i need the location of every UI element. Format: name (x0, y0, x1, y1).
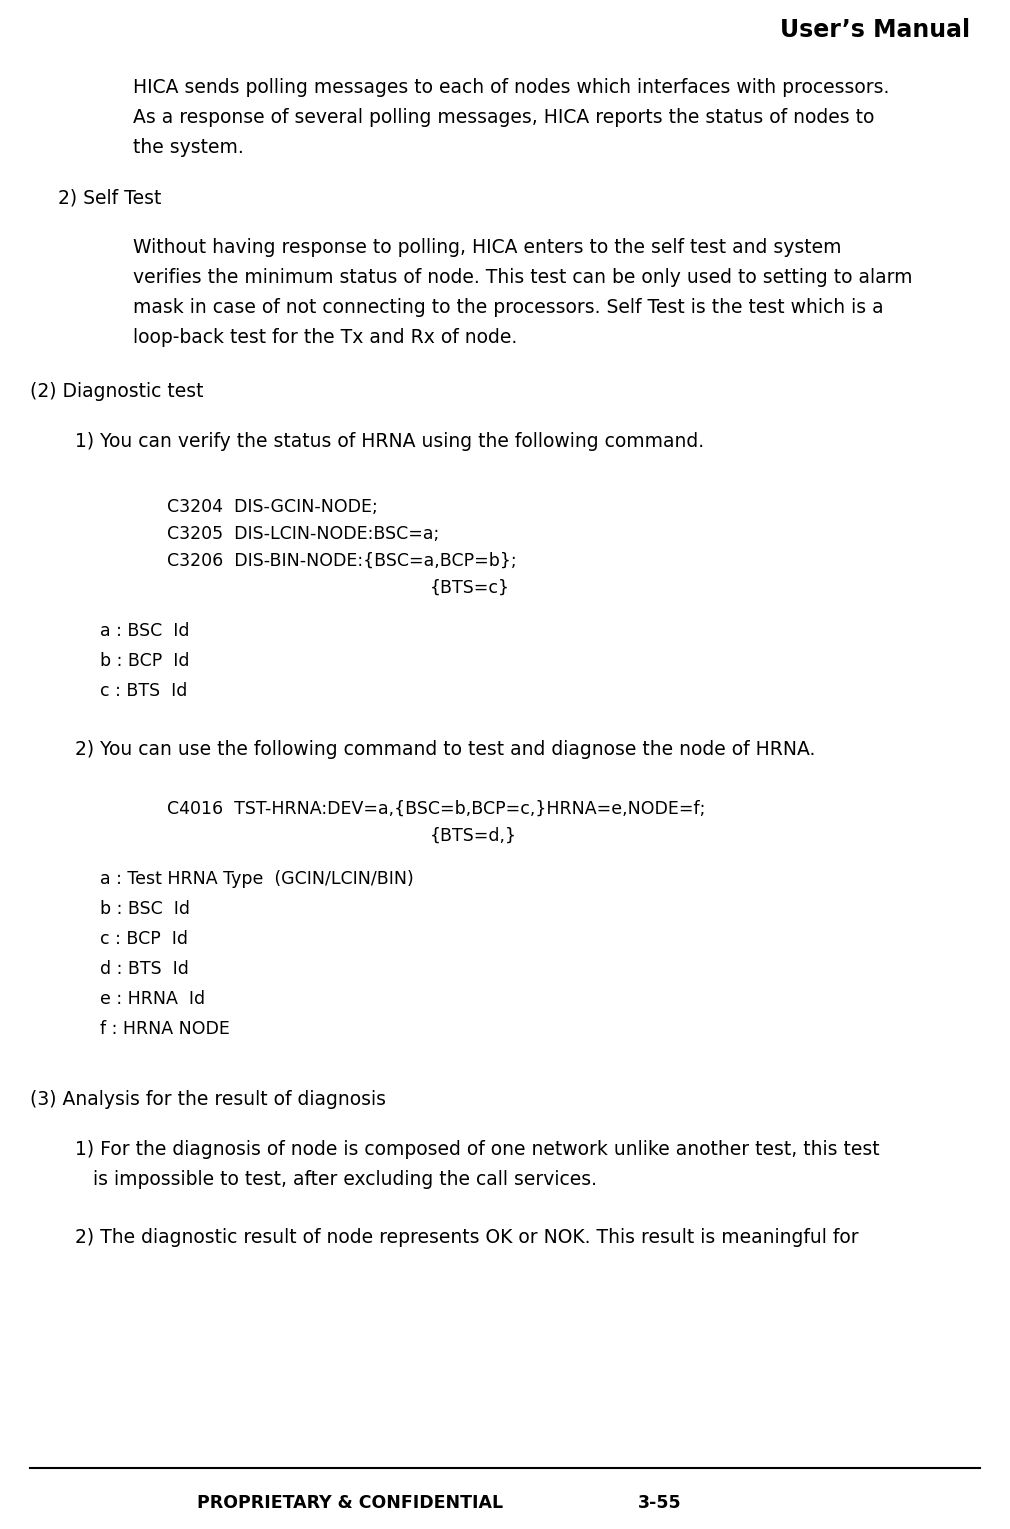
Text: c : BTS  Id: c : BTS Id (100, 682, 188, 700)
Text: mask in case of not connecting to the processors. Self Test is the test which is: mask in case of not connecting to the pr… (133, 298, 884, 317)
Text: C3205  DIS-LCIN-NODE:BSC=a;: C3205 DIS-LCIN-NODE:BSC=a; (167, 524, 439, 543)
Text: {BTS=d,}: {BTS=d,} (430, 827, 517, 846)
Text: C3206  DIS-BIN-NODE:{BSC=a,BCP=b};: C3206 DIS-BIN-NODE:{BSC=a,BCP=b}; (167, 552, 517, 570)
Text: b : BCP  Id: b : BCP Id (100, 651, 190, 670)
Text: verifies the minimum status of node. This test can be only used to setting to al: verifies the minimum status of node. Thi… (133, 268, 912, 287)
Text: e : HRNA  Id: e : HRNA Id (100, 989, 205, 1008)
Text: f : HRNA NODE: f : HRNA NODE (100, 1020, 230, 1038)
Text: {BTS=c}: {BTS=c} (430, 579, 510, 596)
Text: c : BCP  Id: c : BCP Id (100, 930, 188, 948)
Text: 2) You can use the following command to test and diagnose the node of HRNA.: 2) You can use the following command to … (75, 740, 815, 758)
Text: Without having response to polling, HICA enters to the self test and system: Without having response to polling, HICA… (133, 239, 841, 257)
Text: loop-back test for the Tx and Rx of node.: loop-back test for the Tx and Rx of node… (133, 329, 517, 347)
Text: HICA sends polling messages to each of nodes which interfaces with processors.: HICA sends polling messages to each of n… (133, 78, 890, 96)
Text: PROPRIETARY & CONFIDENTIAL: PROPRIETARY & CONFIDENTIAL (197, 1494, 503, 1512)
Text: 2) The diagnostic result of node represents OK or NOK. This result is meaningful: 2) The diagnostic result of node represe… (75, 1228, 858, 1248)
Text: As a response of several polling messages, HICA reports the status of nodes to: As a response of several polling message… (133, 109, 875, 127)
Text: b : BSC  Id: b : BSC Id (100, 901, 190, 917)
Text: is impossible to test, after excluding the call services.: is impossible to test, after excluding t… (75, 1170, 597, 1190)
Text: 1) For the diagnosis of node is composed of one network unlike another test, thi: 1) For the diagnosis of node is composed… (75, 1141, 880, 1159)
Text: a : BSC  Id: a : BSC Id (100, 622, 190, 641)
Text: C3204  DIS-GCIN-NODE;: C3204 DIS-GCIN-NODE; (167, 498, 378, 515)
Text: 1) You can verify the status of HRNA using the following command.: 1) You can verify the status of HRNA usi… (75, 433, 704, 451)
Text: (3) Analysis for the result of diagnosis: (3) Analysis for the result of diagnosis (30, 1090, 386, 1109)
Text: 3-55: 3-55 (638, 1494, 682, 1512)
Text: (2) Diagnostic test: (2) Diagnostic test (30, 382, 203, 401)
Text: a : Test HRNA Type  (GCIN/LCIN/BIN): a : Test HRNA Type (GCIN/LCIN/BIN) (100, 870, 414, 888)
Text: d : BTS  Id: d : BTS Id (100, 960, 189, 979)
Text: C4016  TST-HRNA:DEV=a,{BSC=b,BCP=c,}HRNA=e,NODE=f;: C4016 TST-HRNA:DEV=a,{BSC=b,BCP=c,}HRNA=… (167, 800, 705, 818)
Text: the system.: the system. (133, 138, 243, 157)
Text: User’s Manual: User’s Manual (780, 18, 970, 41)
Text: 2) Self Test: 2) Self Test (58, 188, 162, 206)
